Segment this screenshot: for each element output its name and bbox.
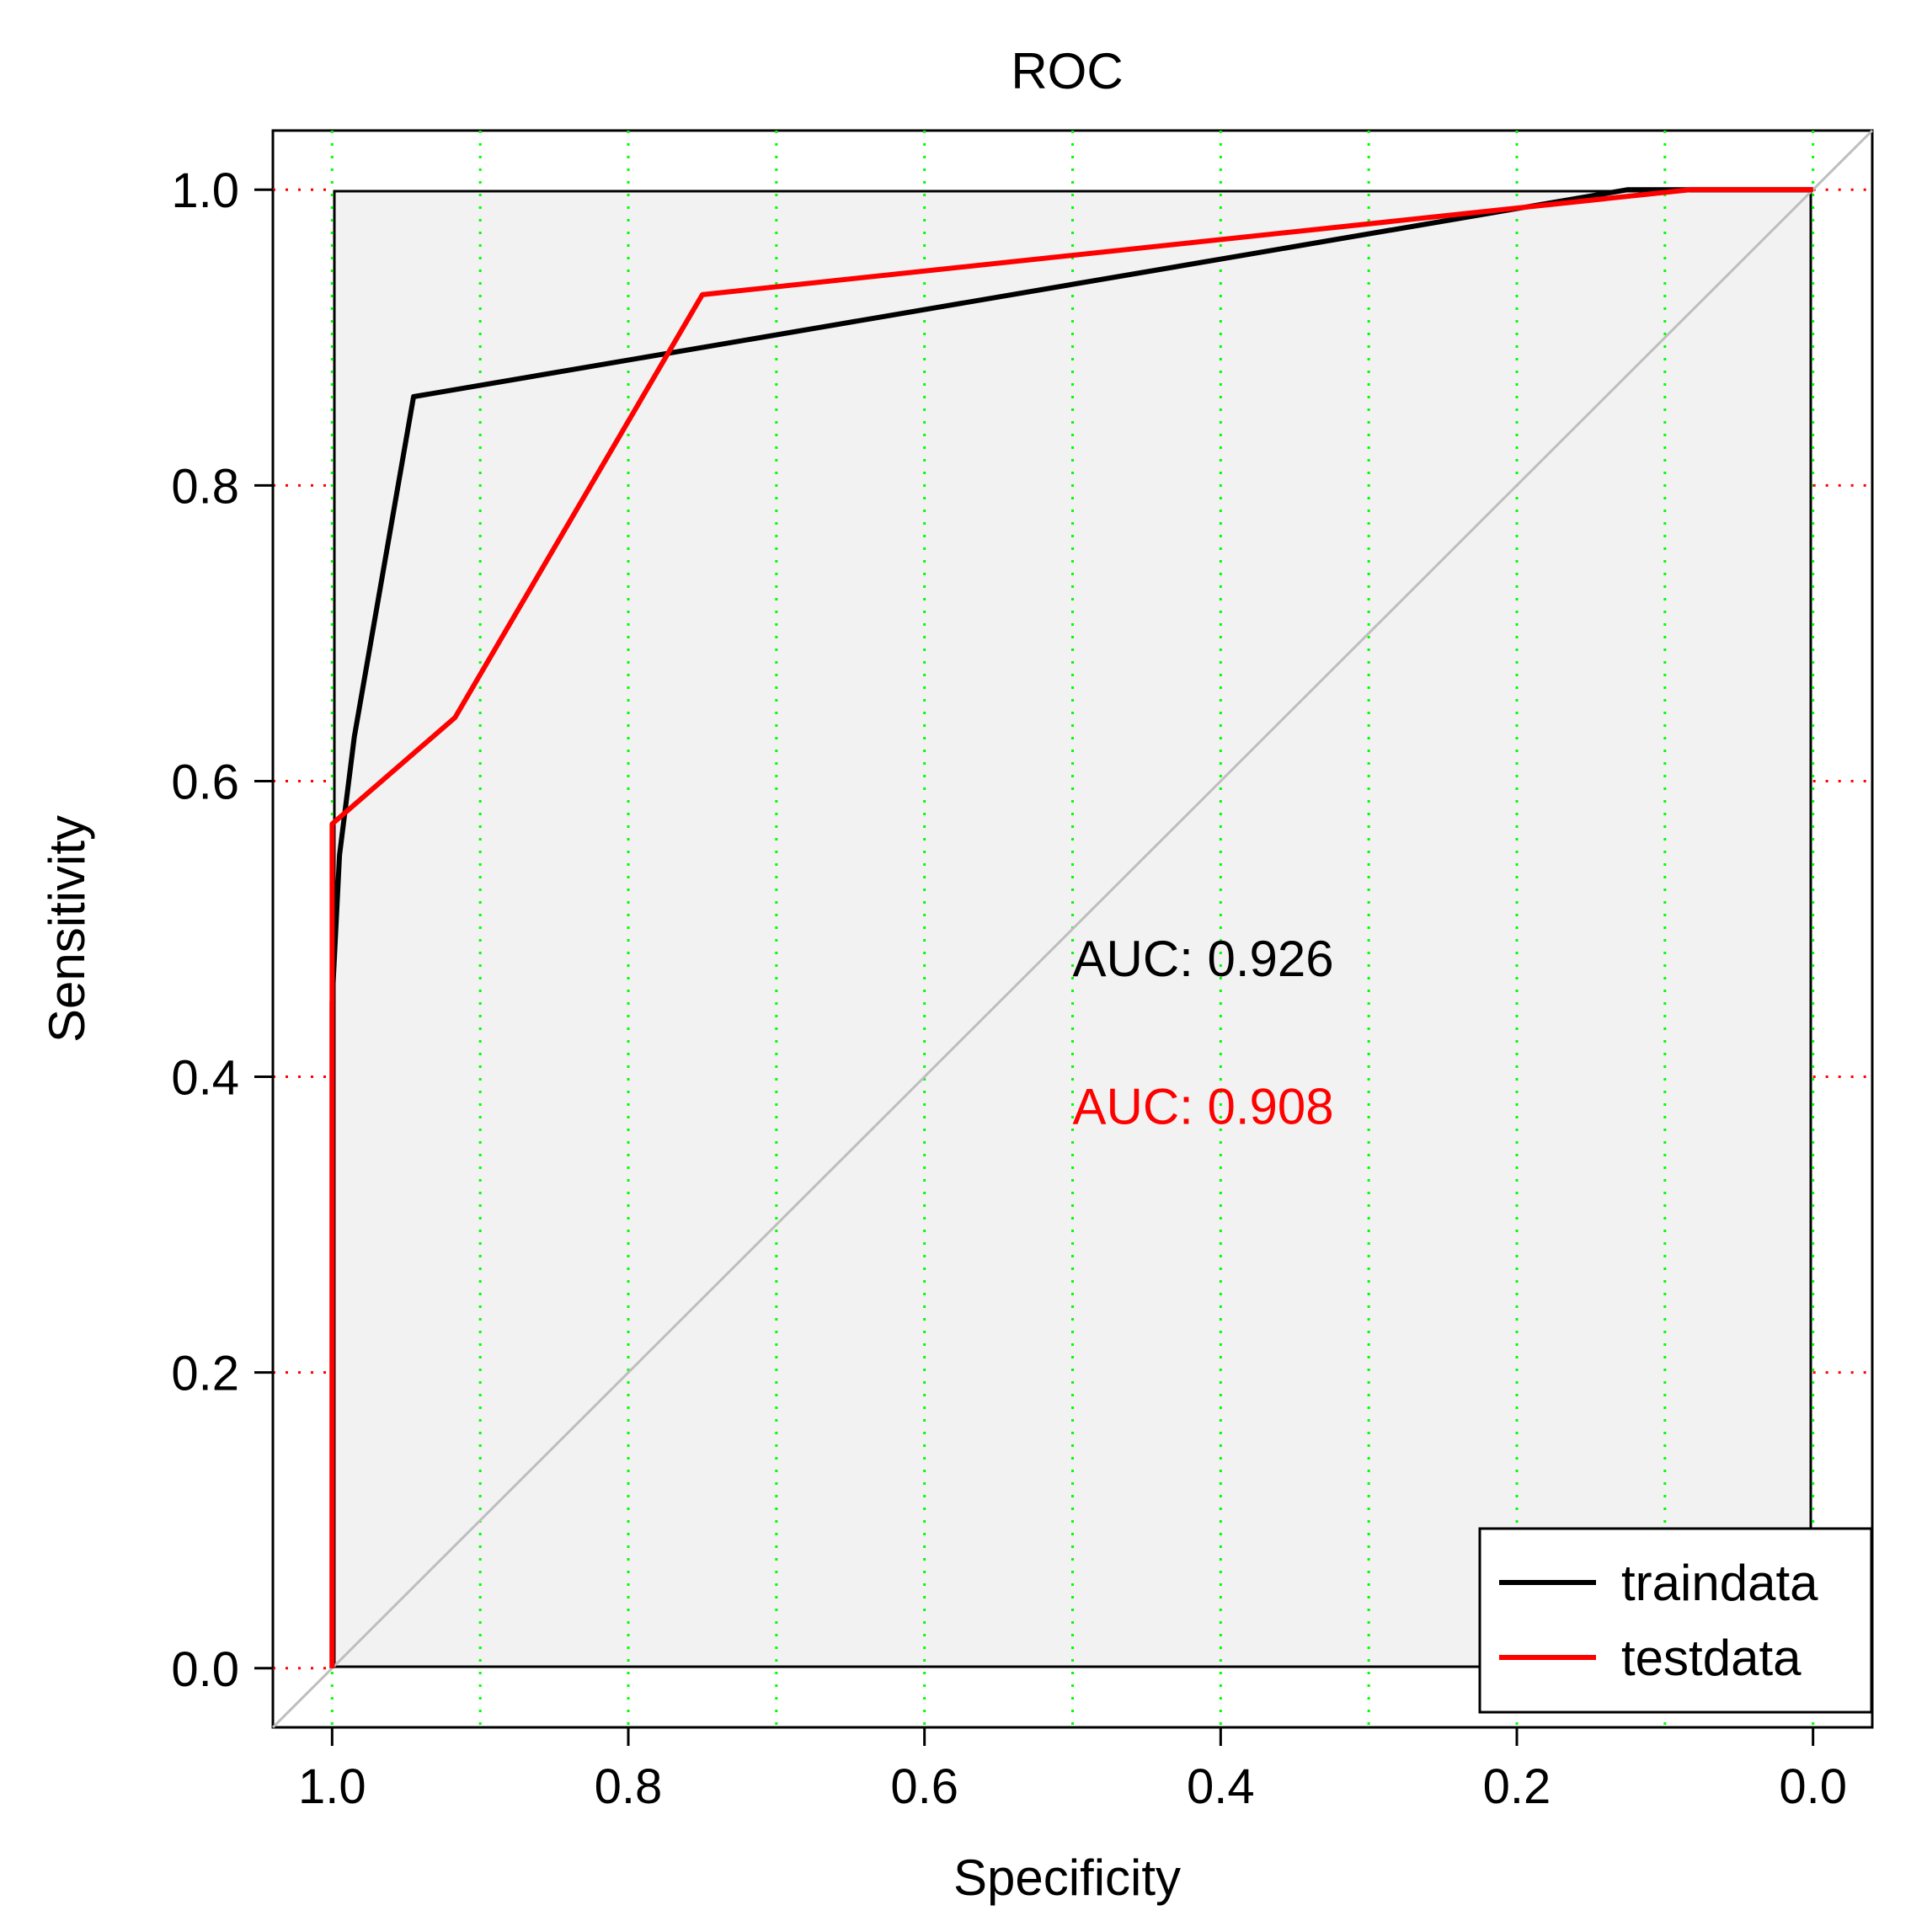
roc-curves — [329, 187, 1813, 1668]
x-tick-label-5: 0.0 — [1779, 1759, 1847, 1814]
y-tick-label-2: 0.4 — [171, 1051, 239, 1106]
x-tick-label-2: 0.6 — [890, 1759, 958, 1814]
y-axis: 0.0 0.2 0.4 0.6 0.8 1.0 — [171, 163, 275, 1697]
y-tick-label-3: 0.6 — [171, 755, 239, 809]
chart-title: ROC — [1011, 43, 1123, 99]
roc-curve-testdata — [329, 187, 1813, 1668]
auc-train-label: AUC: 0.926 — [1073, 931, 1334, 987]
x-axis-label: Specificity — [953, 1849, 1181, 1906]
y-tick-label-5: 1.0 — [171, 163, 239, 218]
reference-diagonal — [271, 129, 1874, 1729]
auc-test-label: AUC: 0.908 — [1073, 1079, 1334, 1135]
x-tick-label-4: 0.2 — [1483, 1759, 1551, 1814]
legend-label-traindata: traindata — [1621, 1555, 1818, 1611]
x-tick-label-1: 0.8 — [595, 1759, 663, 1814]
legend: traindata testdata — [1478, 1527, 1873, 1714]
x-tick-label-0: 1.0 — [298, 1759, 366, 1814]
y-tick-label-1: 0.2 — [171, 1347, 239, 1401]
legend-label-testdata: testdata — [1621, 1630, 1802, 1686]
y-tick-label-4: 0.8 — [171, 459, 239, 514]
x-tick-label-3: 0.4 — [1187, 1759, 1255, 1814]
legend-box — [1478, 1527, 1873, 1714]
y-axis-label: Sensitivity — [39, 815, 95, 1043]
y-tick-label-0: 0.0 — [171, 1642, 239, 1697]
x-axis: 1.0 0.8 0.6 0.4 0.2 0.0 — [298, 1726, 1847, 1814]
